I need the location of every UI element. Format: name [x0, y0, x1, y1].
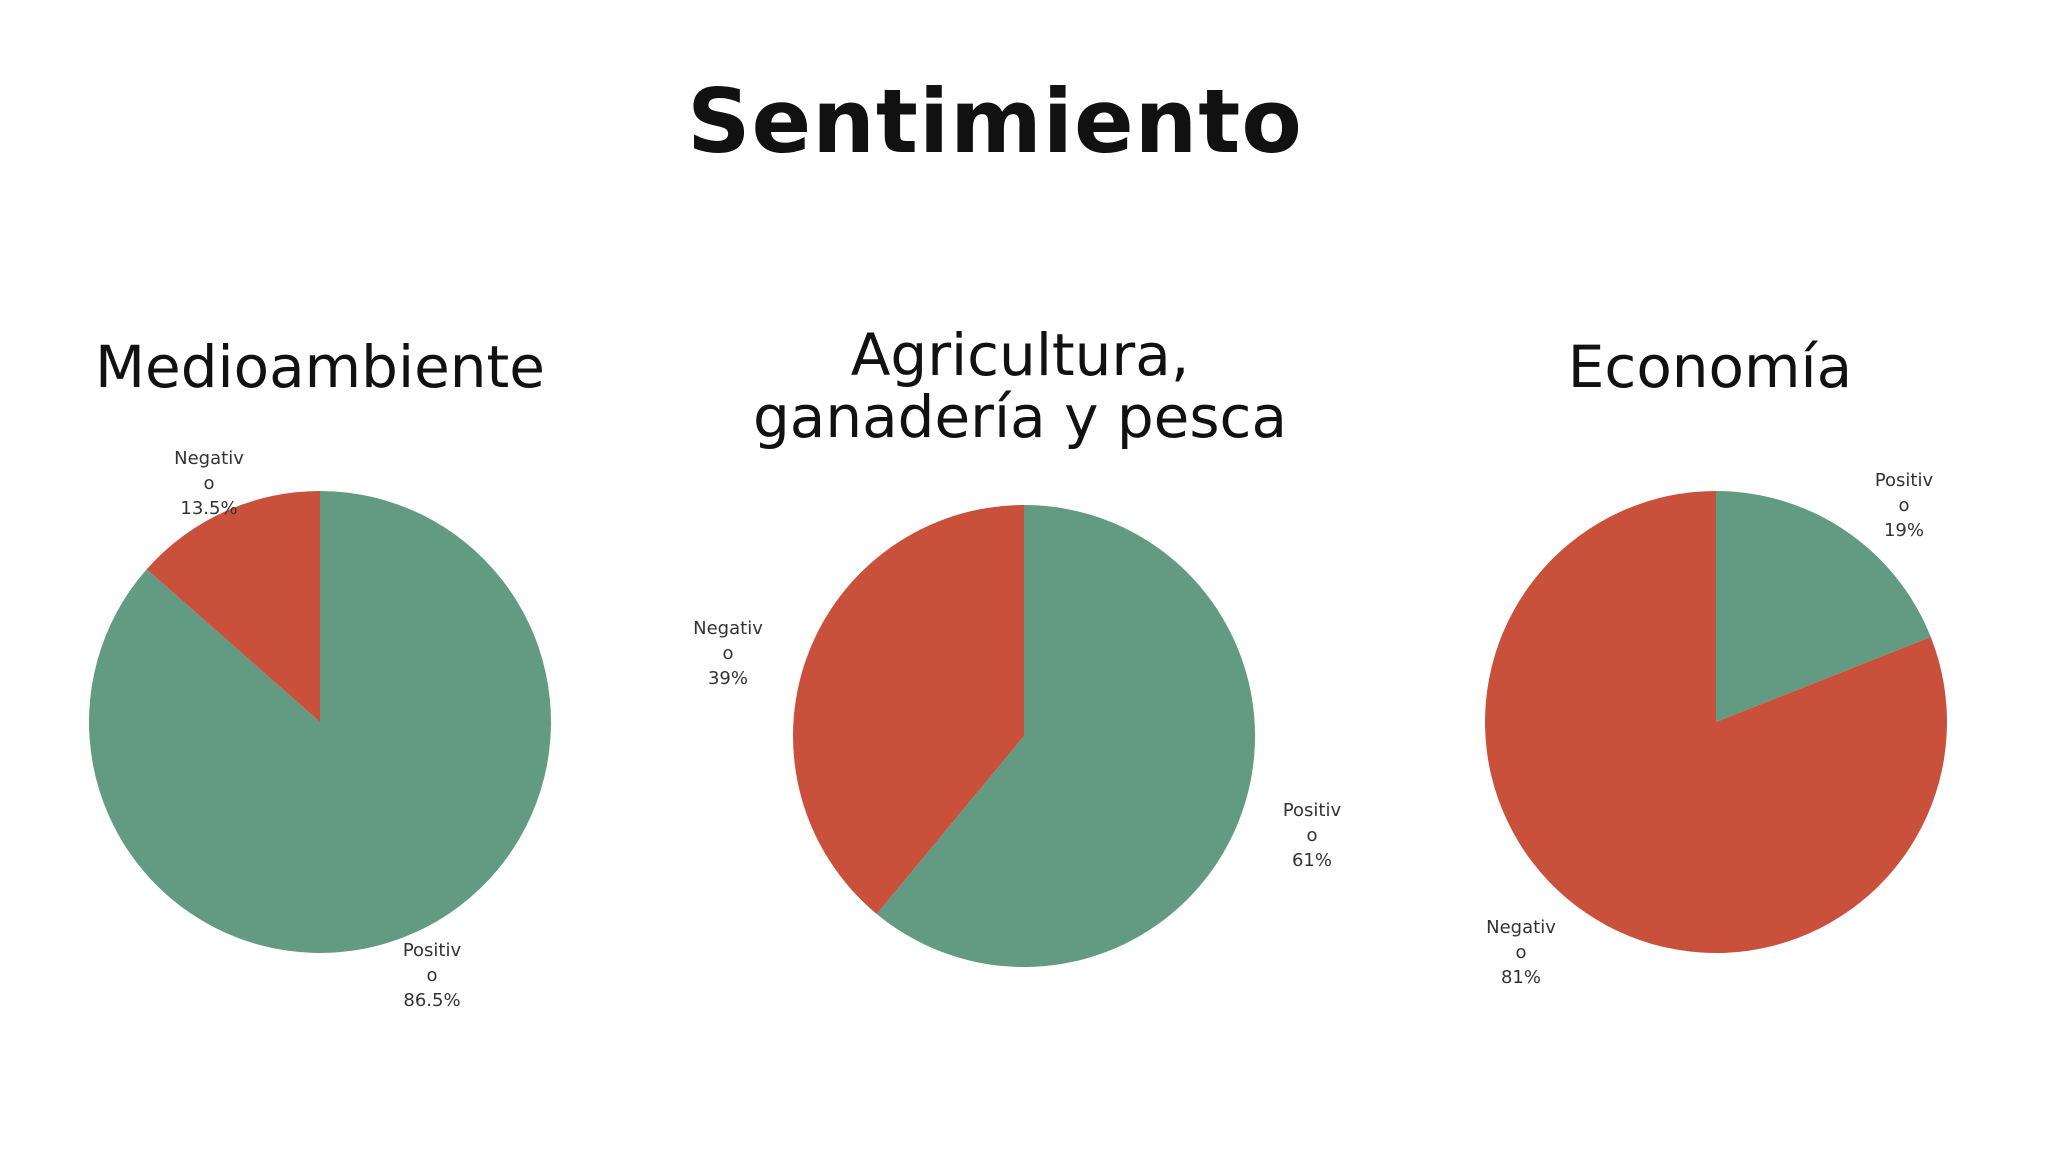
pie-slice-negativo — [792, 505, 1024, 914]
pie-slice-positivo — [1716, 491, 1931, 722]
chart-title-medioambiente: Medioambiente — [95, 333, 545, 401]
page-title: Sentimiento — [687, 70, 1303, 173]
chart-title-agricultura-text: Agricultura, ganadería y pesca — [752, 321, 1287, 451]
slice-label-positivo: Positiv o 86.5% — [403, 940, 462, 1011]
slice-label-line: o — [203, 473, 214, 494]
chart-title-economia: Economía — [1567, 333, 1853, 401]
slice-label-line: Positiv — [403, 940, 462, 961]
slice-label-negativo: Negativ o 81% — [1486, 917, 1556, 988]
slice-label-line: 61% — [1292, 850, 1332, 871]
pie-chart-1: Positiv o 61% Negativ o 39% — [693, 505, 1341, 967]
slice-label-line: o — [1306, 825, 1317, 846]
pie-chart-0: Positiv o 86.5% Negativ o 13.5% — [88, 448, 551, 1011]
slice-label-negativo: Negativ o 39% — [693, 618, 763, 689]
slice-label-line: Negativ — [1486, 917, 1556, 938]
pie-chart-2: Positiv o 19% Negativ o 81% — [1485, 470, 1947, 988]
pie-slice-positivo — [88, 491, 551, 953]
slice-label-line: 19% — [1884, 520, 1924, 541]
slice-label-positivo: Positiv o 61% — [1283, 800, 1342, 871]
slice-label-line: o — [722, 643, 733, 664]
slice-label-line: 39% — [708, 668, 748, 689]
pie-slice-positivo — [876, 505, 1255, 967]
slice-label-line: Negativ — [693, 618, 763, 639]
chart-title-agricultura: Agricultura, ganadería y pesca — [700, 324, 1340, 448]
slice-label-line: o — [1898, 495, 1909, 516]
slice-label-positivo: Positiv o 19% — [1875, 470, 1934, 541]
pie-slice-negativo — [1485, 491, 1947, 954]
pie-slice-negativo — [146, 491, 320, 722]
slice-label-line: Negativ — [174, 448, 244, 469]
slice-label-line: o — [1515, 942, 1526, 963]
slice-label-line: Positiv — [1875, 470, 1934, 491]
slice-label-negativo: Negativ o 13.5% — [174, 448, 244, 519]
slice-label-line: 81% — [1501, 967, 1541, 988]
slice-label-line: Positiv — [1283, 800, 1342, 821]
slice-label-line: o — [426, 965, 437, 986]
slice-label-line: 86.5% — [403, 990, 460, 1011]
slice-label-line: 13.5% — [180, 498, 237, 519]
